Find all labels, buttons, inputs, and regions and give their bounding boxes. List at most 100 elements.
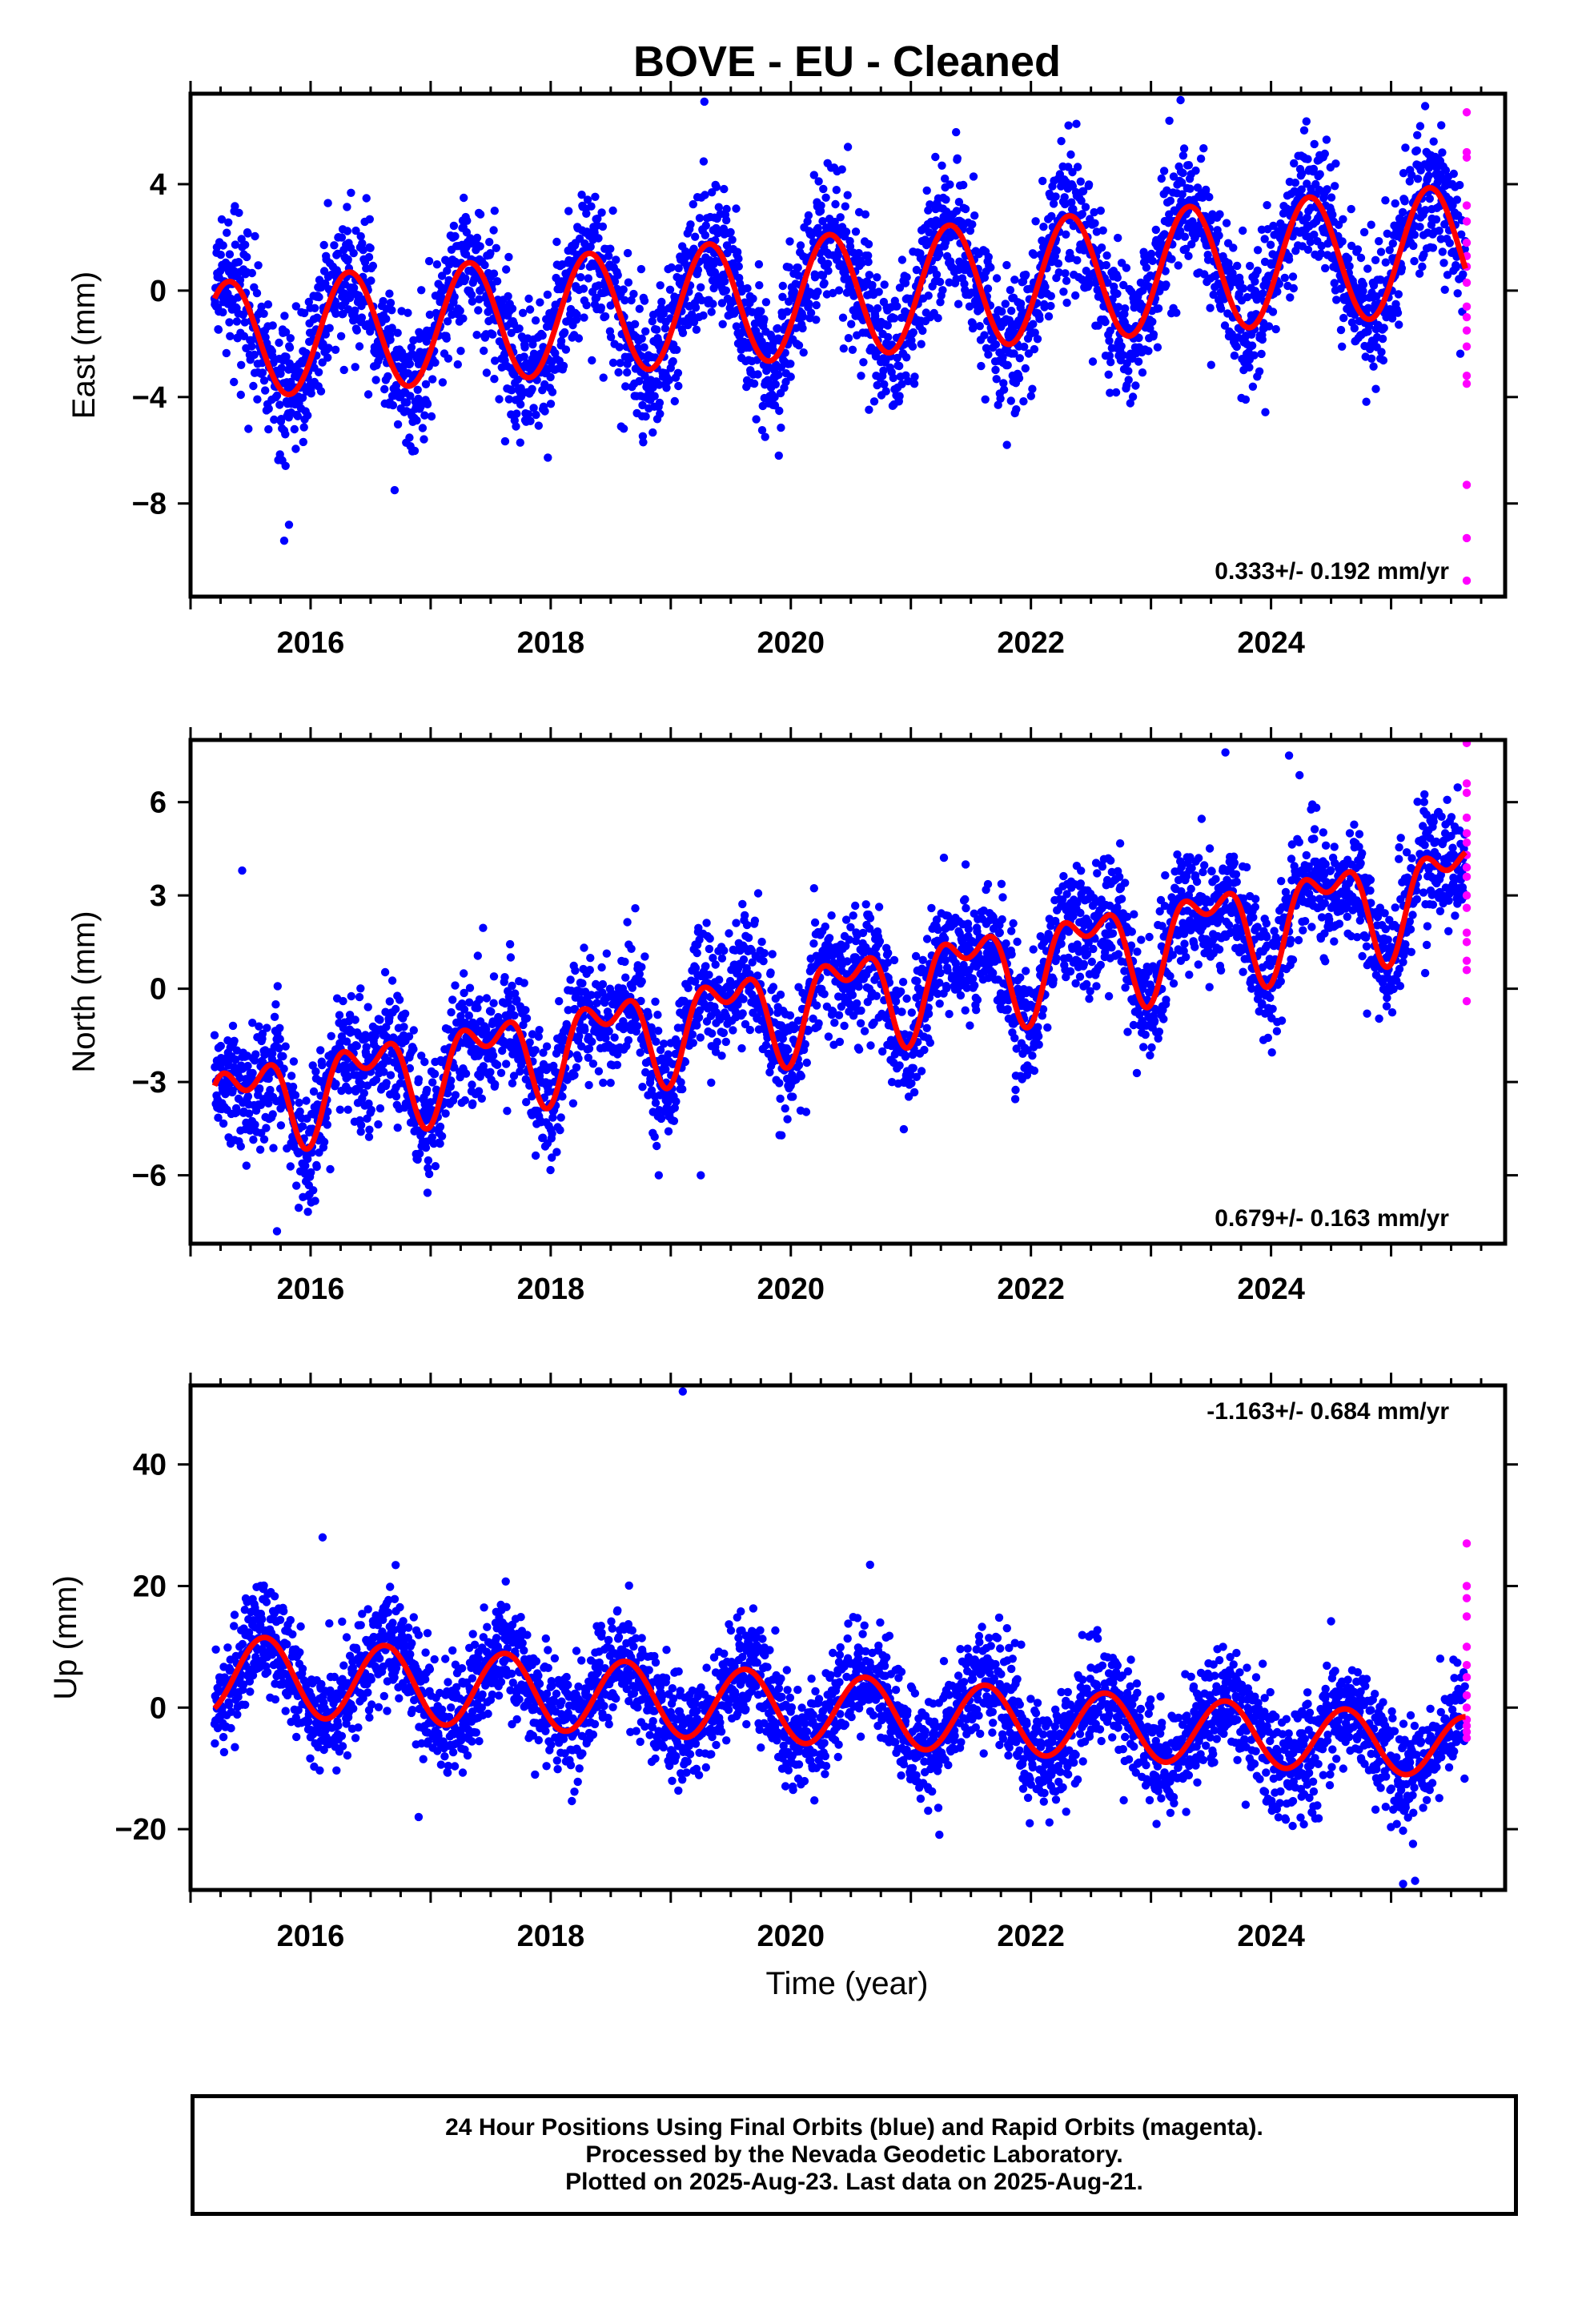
x-tick-label: 2018 — [517, 626, 585, 660]
data-point — [1259, 289, 1267, 298]
data-point — [586, 242, 595, 251]
data-point — [841, 227, 851, 236]
data-point — [673, 345, 681, 354]
data-point — [1072, 119, 1081, 128]
data-point — [799, 348, 808, 357]
data-point — [1090, 207, 1098, 217]
data-point — [548, 1129, 556, 1138]
data-point — [655, 380, 664, 389]
chart-title: BOVE - EU - Cleaned — [633, 38, 1061, 86]
data-point — [333, 249, 343, 258]
data-point — [910, 372, 919, 381]
data-point — [1119, 280, 1128, 290]
data-point — [1229, 243, 1238, 252]
data-point — [1439, 259, 1448, 267]
data-point — [1148, 317, 1157, 326]
data-point — [343, 255, 352, 264]
data-point — [647, 1023, 656, 1032]
data-point — [895, 392, 904, 400]
data-point — [546, 1165, 555, 1175]
data-point — [1024, 349, 1034, 358]
data-point — [258, 368, 267, 377]
data-point — [640, 296, 649, 305]
rate-annotation: 0.333+/- 0.192 mm/yr — [1215, 558, 1449, 585]
data-point — [659, 309, 668, 318]
data-point — [424, 1169, 434, 1179]
data-point — [777, 1131, 786, 1140]
data-point — [1073, 163, 1082, 171]
data-point — [693, 948, 701, 958]
data-point — [691, 303, 701, 312]
data-point — [362, 1043, 371, 1051]
data-point — [1191, 166, 1200, 175]
rapid-point — [1462, 278, 1472, 287]
data-point — [1453, 289, 1462, 298]
data-point — [268, 352, 277, 360]
data-point — [263, 1023, 271, 1032]
data-point — [1059, 287, 1068, 296]
data-point — [232, 317, 242, 326]
data-point — [689, 1039, 697, 1047]
data-point — [1449, 169, 1459, 179]
data-point — [516, 400, 525, 409]
data-point — [820, 279, 829, 287]
data-point — [465, 998, 474, 1007]
data-point — [1049, 199, 1058, 208]
data-point — [432, 1085, 441, 1094]
data-point — [230, 1036, 239, 1046]
data-point — [443, 1089, 452, 1098]
data-point — [461, 274, 470, 283]
data-point — [286, 1162, 295, 1171]
data-point — [405, 360, 415, 368]
data-point — [640, 343, 648, 352]
data-point — [1331, 182, 1339, 191]
data-point — [335, 1105, 344, 1114]
data-point — [1205, 192, 1214, 202]
data-point — [709, 300, 717, 308]
rapid-point — [1462, 312, 1472, 322]
data-point — [248, 1019, 257, 1027]
data-point — [331, 309, 340, 318]
data-point — [247, 342, 256, 351]
data-point — [737, 1043, 746, 1053]
data-point — [922, 240, 931, 250]
data-point — [474, 306, 483, 315]
data-point — [753, 971, 762, 980]
data-point — [606, 1079, 615, 1088]
data-point — [270, 415, 279, 424]
data-point — [423, 1085, 432, 1095]
data-point — [294, 1204, 303, 1212]
data-point — [656, 1045, 665, 1055]
data-point — [451, 981, 460, 990]
data-point — [489, 999, 498, 1007]
data-point — [812, 300, 821, 310]
data-point — [757, 937, 766, 947]
data-point — [1266, 240, 1275, 249]
data-point — [468, 1099, 477, 1108]
data-point — [291, 1091, 300, 1100]
data-point — [1174, 261, 1182, 270]
data-point — [503, 1107, 512, 1116]
data-point — [1459, 270, 1468, 279]
data-point — [1421, 206, 1430, 215]
data-point — [749, 379, 759, 388]
data-point — [1105, 336, 1114, 345]
data-point — [520, 979, 528, 987]
data-point — [667, 263, 676, 272]
data-point — [732, 919, 741, 927]
data-point — [303, 411, 312, 420]
data-point — [738, 899, 747, 909]
data-point — [994, 400, 1002, 409]
data-point — [438, 378, 448, 387]
data-point — [264, 1099, 273, 1108]
data-point — [1002, 440, 1011, 449]
data-point — [1153, 343, 1162, 352]
data-point — [757, 426, 767, 435]
data-point — [1121, 304, 1130, 313]
data-point — [253, 395, 262, 404]
data-point — [765, 1068, 774, 1077]
data-point — [442, 334, 451, 343]
data-point — [754, 259, 764, 269]
data-point — [1367, 354, 1376, 363]
